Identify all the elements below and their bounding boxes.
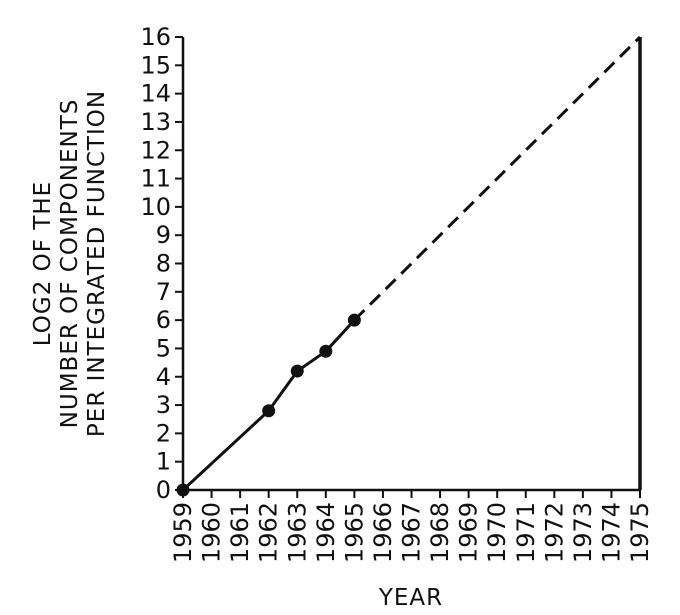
y-tick-label: 0 bbox=[156, 476, 171, 504]
x-tick-label: 1961 bbox=[226, 502, 254, 563]
y-tick-label: 1 bbox=[156, 448, 171, 476]
y-tick-label: 16 bbox=[140, 23, 171, 51]
x-tick-label: 1975 bbox=[626, 502, 654, 563]
axes bbox=[181, 37, 640, 492]
x-tick-label: 1965 bbox=[340, 502, 368, 563]
y-tick-label: 7 bbox=[156, 278, 171, 306]
y-tick-label: 5 bbox=[156, 334, 171, 362]
y-tick-label: 4 bbox=[156, 363, 171, 391]
y-tick-label: 3 bbox=[156, 391, 171, 419]
y-axis-title: LOG2 OF THE NUMBER OF COMPONENTS PER INTEG… bbox=[30, 90, 110, 437]
y-tick-label: 9 bbox=[156, 221, 171, 249]
x-tick-label: 1962 bbox=[255, 502, 283, 563]
y-tick-label: 8 bbox=[156, 250, 171, 278]
y-tick-label: 15 bbox=[140, 51, 171, 79]
x-tick-label: 1967 bbox=[398, 502, 426, 563]
data-point bbox=[176, 483, 190, 497]
y-tick-label: 13 bbox=[140, 108, 171, 136]
data-point bbox=[319, 344, 333, 358]
y-tick-label: 12 bbox=[140, 136, 171, 164]
x-tick-label: 1970 bbox=[483, 502, 511, 563]
y-axis-title-line: NUMBER OF COMPONENTS bbox=[57, 99, 83, 429]
x-tick-label: 1960 bbox=[198, 502, 226, 563]
projection-line bbox=[353, 35, 642, 322]
y-tick-label: 11 bbox=[140, 165, 171, 193]
data-point bbox=[262, 404, 276, 418]
data-series bbox=[176, 35, 642, 497]
x-tick-label: 1969 bbox=[455, 502, 483, 563]
x-axis-title: YEAR bbox=[378, 585, 443, 611]
x-axis-ticks: 1959 1960 1961 1962 1963 1964 1965 1966 1967 1968… bbox=[169, 490, 654, 563]
y-axis-title-line: LOG2 OF THE bbox=[30, 181, 56, 346]
y-tick-label: 14 bbox=[140, 80, 171, 108]
x-tick-label: 1963 bbox=[283, 502, 311, 563]
x-tick-label: 1972 bbox=[540, 502, 568, 563]
y-axis-title-line: PER INTEGRATED FUNCTION bbox=[84, 90, 110, 437]
x-tick-label: 1959 bbox=[169, 502, 197, 563]
y-tick-label: 2 bbox=[156, 419, 171, 447]
data-point bbox=[290, 364, 304, 378]
x-tick-label: 1966 bbox=[369, 502, 397, 563]
y-tick-label: 10 bbox=[140, 193, 171, 221]
x-tick-label: 1973 bbox=[569, 502, 597, 563]
y-tick-label: 6 bbox=[156, 306, 171, 334]
x-tick-label: 1968 bbox=[426, 502, 454, 563]
x-tick-label: 1971 bbox=[512, 502, 540, 563]
x-tick-label: 1974 bbox=[597, 502, 625, 563]
x-tick-label: 1964 bbox=[312, 502, 340, 563]
